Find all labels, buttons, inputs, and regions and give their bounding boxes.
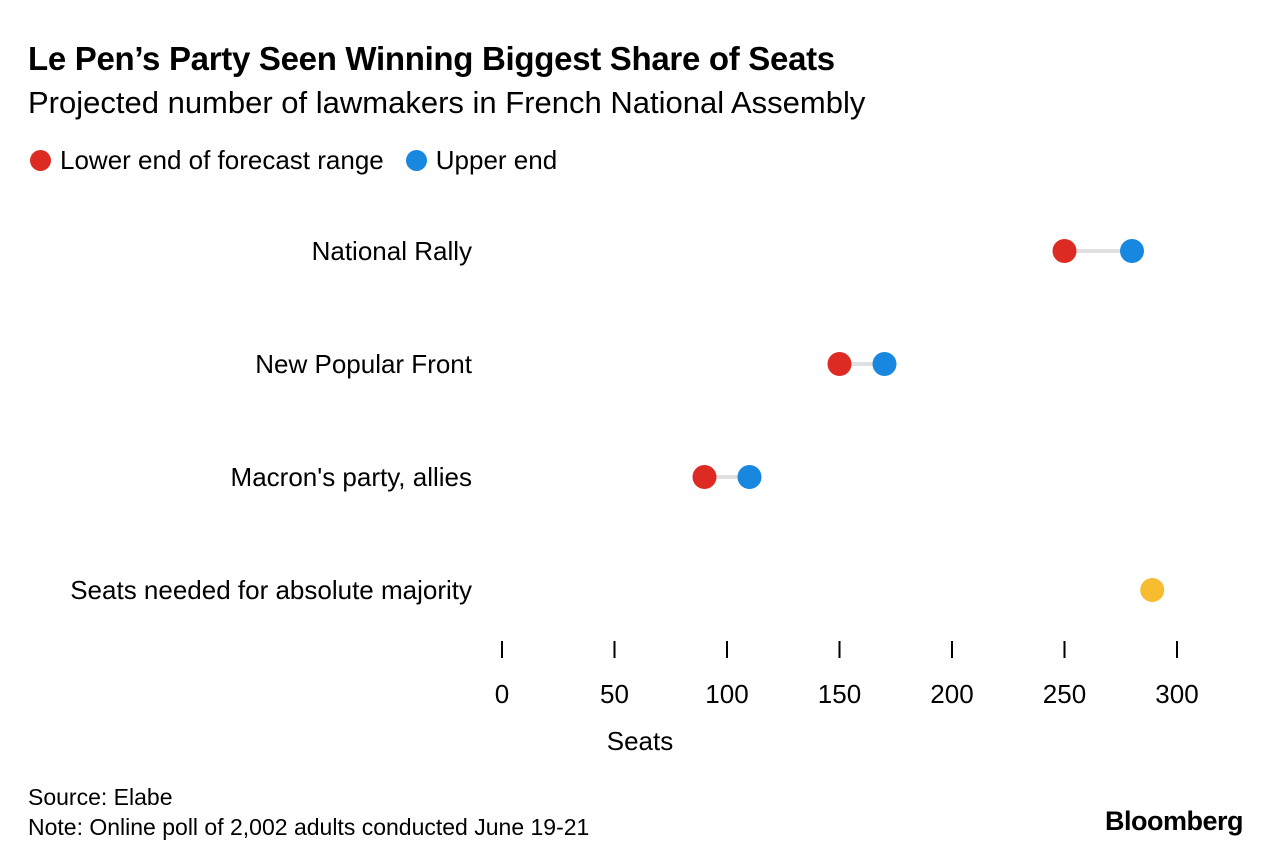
legend-swatch-upper <box>405 150 427 171</box>
majority-dot <box>1140 578 1165 602</box>
legend-label-lower: Lower end of forecast range <box>60 145 384 175</box>
chart-subtitle: Projected number of lawmakers in French … <box>28 85 866 120</box>
x-tick-label-300: 300 <box>1155 679 1198 709</box>
chart-title: Le Pen’s Party Seen Winning Biggest Shar… <box>28 40 835 77</box>
category-label-new-popular-front: New Popular Front <box>255 349 473 379</box>
legend-swatch-lower <box>30 150 51 171</box>
x-tick-label-100: 100 <box>705 679 748 709</box>
legend-item-upper: Upper end <box>405 145 558 176</box>
legend-item-lower: Lower end of forecast range <box>30 145 384 176</box>
bloomberg-logo: Bloomberg <box>1104 806 1244 836</box>
note-text: Note: Online poll of 2,002 adults conduc… <box>28 814 590 840</box>
upper-dot-new-popular-front <box>872 352 897 376</box>
x-tick-label-150: 150 <box>818 679 861 709</box>
source-text: Source: Elabe <box>28 784 173 810</box>
lower-dot-new-popular-front <box>827 352 852 376</box>
x-tick-label-50: 50 <box>600 679 629 709</box>
category-label-seats-needed-for-absolute-majority: Seats needed for absolute majority <box>70 575 472 605</box>
upper-dot-macron-s-party-allies <box>737 465 762 489</box>
x-tick-label-250: 250 <box>1043 679 1086 709</box>
category-label-macron-s-party-allies: Macron's party, allies <box>231 462 472 492</box>
legend-label-upper: Upper end <box>435 145 558 175</box>
upper-dot-national-rally <box>1120 239 1144 263</box>
lower-dot-macron-s-party-allies <box>692 465 717 489</box>
legend: Lower end of forecast range Upper end <box>30 145 579 176</box>
x-axis-label: Seats <box>607 726 674 756</box>
category-label-national-rally: National Rally <box>312 236 472 266</box>
lower-dot-national-rally <box>1052 239 1077 263</box>
x-tick-label-0: 0 <box>495 679 509 709</box>
x-tick-label-200: 200 <box>930 679 973 709</box>
